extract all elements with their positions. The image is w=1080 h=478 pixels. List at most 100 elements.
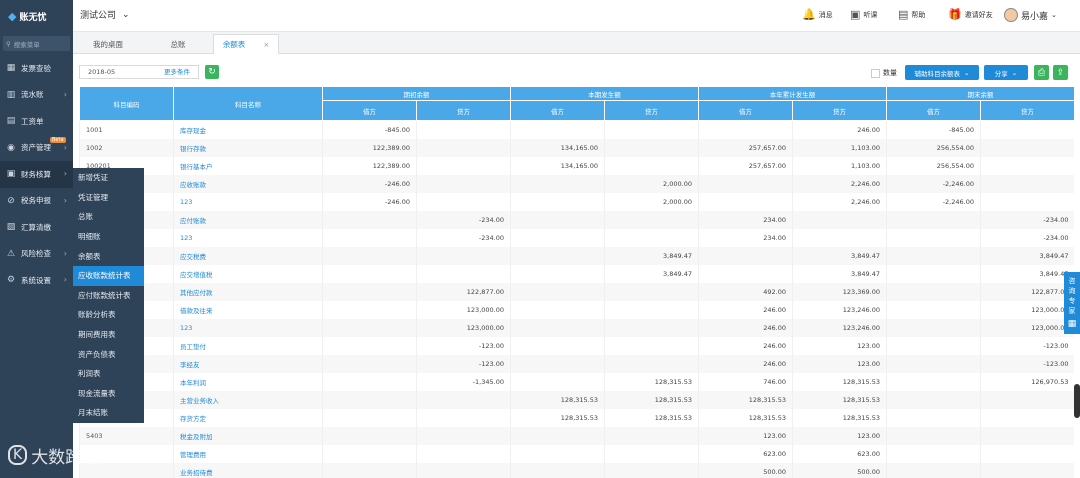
submenu-item[interactable]: 凭证管理 — [78, 192, 108, 202]
table-row[interactable]: 借款及往来 123,000.00 246.00 123,246.00 123,000.0… — [79, 300, 1074, 319]
account-name-cell[interactable]: 应交税费 — [173, 246, 323, 265]
sidebar-item-cashbook[interactable]: ▥ 流水账 › — [0, 82, 73, 109]
submenu-item[interactable]: 总账 — [78, 212, 93, 222]
account-name-cell[interactable]: 其他应付款 — [173, 282, 323, 301]
submenu-item[interactable]: 应付账款统计表 — [78, 290, 131, 300]
tab-desktop[interactable]: 我的桌面 — [73, 34, 143, 54]
table-row[interactable]: 123 -234.00 234.00 -234.00 — [79, 228, 1074, 247]
tab-balance-sheet[interactable]: 余额表 × — [213, 34, 279, 54]
print-button[interactable]: ⎙ — [1034, 65, 1049, 80]
menu-search-input[interactable]: ⚲ 搜索菜单 — [3, 36, 70, 51]
lessons-button[interactable]: ▣ 听课 — [850, 8, 877, 21]
more-conditions-link[interactable]: 更多条件 — [164, 68, 190, 76]
scroll-handle[interactable] — [1074, 384, 1080, 418]
submenu-item[interactable]: 月末结账 — [78, 408, 108, 418]
sidebar-item-accounting[interactable]: ▣ 财务核算 › — [0, 161, 73, 188]
opening-debit-cell — [322, 264, 417, 283]
qr-code-icon[interactable]: ▦ — [1067, 319, 1077, 329]
table-row[interactable]: 存货方定 128,315.53 128,315.53 128,315.53 128,31… — [79, 408, 1074, 427]
sidebar-item-settlement[interactable]: ▧ 汇算清缴 — [0, 214, 73, 241]
account-name-cell[interactable]: 税金及附加 — [173, 426, 323, 445]
account-name-cell[interactable]: 李经友 — [173, 354, 323, 373]
chevron-right-icon: › — [63, 248, 67, 258]
sidebar-item-payroll[interactable]: ▤ 工资单 — [0, 108, 73, 135]
closing-debit-cell — [886, 408, 981, 427]
submenu-item[interactable]: 期间费用表 — [78, 330, 116, 340]
account-name-cell[interactable]: 银行基本户 — [173, 156, 323, 175]
ytd-credit-cell: 3,849.47 — [792, 264, 887, 283]
tab-general-ledger[interactable]: 总账 — [143, 34, 213, 54]
submenu-item[interactable]: 明细账 — [78, 232, 101, 242]
submenu-item[interactable]: 资产负债表 — [78, 349, 116, 359]
submenu-item[interactable]: 余额表 — [78, 251, 101, 261]
sidebar-item-assets[interactable]: ◉ 资产管理 Beta › — [0, 135, 73, 162]
account-name-cell[interactable]: 123 — [173, 228, 323, 247]
table-row[interactable]: 1001 库存现金 -845.00 246.00 -845.00 — [79, 120, 1074, 139]
table-row[interactable]: 主营业务收入 128,315.53 128,315.53 128,315.53 128,… — [79, 390, 1074, 409]
table-row[interactable]: 应付账款 -234.00 234.00 -234.00 — [79, 210, 1074, 229]
table-row[interactable]: 123 -246.00 2,000.00 2,246.00 -2,246.00 — [79, 192, 1074, 211]
submenu-item[interactable]: 新增凭证 — [78, 173, 108, 183]
account-name-cell[interactable]: 存货方定 — [173, 408, 323, 427]
quantity-checkbox[interactable] — [871, 68, 880, 78]
table-row[interactable]: 应交税费 3,849.47 3,849.47 3,849.47 — [79, 246, 1074, 265]
table-row[interactable]: 管理费用 623.00 623.00 — [79, 444, 1074, 463]
user-menu[interactable]: 易小嘉 ⌄ — [1004, 8, 1057, 22]
opening-debit-cell — [322, 282, 417, 301]
opening-credit-cell: -234.00 — [416, 228, 511, 247]
account-name-cell[interactable]: 库存现金 — [173, 120, 323, 139]
column-header-debit: 借方 — [886, 100, 981, 121]
consult-expert-button[interactable]: 咨询专家 ▦ — [1064, 272, 1080, 334]
sidebar-item-risk[interactable]: ⚠ 风险检查 › — [0, 241, 73, 268]
account-name-cell[interactable]: 主营业务收入 — [173, 390, 323, 409]
quantity-toggle[interactable]: 数量 — [871, 68, 897, 78]
account-name-cell[interactable]: 123 — [173, 318, 323, 337]
table-row[interactable]: 员工垫付 -123.00 246.00 123.00 -123.00 — [79, 336, 1074, 355]
period-credit-cell — [604, 336, 699, 355]
account-name-cell[interactable]: 123 — [173, 192, 323, 211]
account-name-cell[interactable]: 应交增值税 — [173, 264, 323, 283]
sidebar-item-tax[interactable]: ⊘ 税务申报 › — [0, 188, 73, 215]
table-row[interactable]: 123 123,000.00 246.00 123,246.00 123,000.00 — [79, 318, 1074, 337]
table-row[interactable]: 其他应付款 122,877.00 492.00 123,369.00 122,877.0… — [79, 282, 1074, 301]
account-name-cell[interactable]: 银行存款 — [173, 138, 323, 157]
sidebar-item-settings[interactable]: ⚙ 系统设置 › — [0, 267, 73, 294]
closing-credit-cell: -234.00 — [980, 210, 1074, 229]
opening-debit-cell: 122,389.00 — [322, 138, 417, 157]
submenu-item[interactable]: 利润表 — [78, 369, 101, 379]
account-name-cell[interactable]: 本年利润 — [173, 372, 323, 391]
submenu-item[interactable]: 现金流量表 — [78, 388, 116, 398]
table-row[interactable]: 应交增值税 3,849.47 3,849.47 3,849.47 — [79, 264, 1074, 283]
messages-button[interactable]: 🔔 消息 — [802, 8, 833, 21]
invite-button[interactable]: 🎁 邀请好友 — [948, 8, 993, 21]
table-row[interactable]: 李经友 -123.00 246.00 123.00 -123.00 — [79, 354, 1074, 373]
share-button[interactable]: 分享 ⌄ — [984, 65, 1028, 80]
account-code-cell — [79, 462, 174, 478]
sidebar-item-invoice-check[interactable]: ▦ 发票查验 — [0, 55, 73, 82]
account-name-cell[interactable]: 借款及往来 — [173, 300, 323, 319]
table-row[interactable]: 5403 税金及附加 123.00 123.00 — [79, 426, 1074, 445]
account-name-cell[interactable]: 应付账款 — [173, 210, 323, 229]
help-button[interactable]: ▤ 帮助 — [898, 8, 925, 21]
account-name-cell[interactable]: 员工垫付 — [173, 336, 323, 355]
table-row[interactable]: 业务招待费 500.00 500.00 — [79, 462, 1074, 478]
period-input[interactable]: 2018-05 更多条件 — [79, 65, 199, 79]
opening-debit-cell — [322, 408, 417, 427]
ytd-debit-cell: 128,315.53 — [698, 390, 793, 409]
table-row[interactable]: 1002 银行存款 122,389.00 134,165.00 257,657.00 1,… — [79, 138, 1074, 157]
account-name-cell[interactable]: 应收账款 — [173, 174, 323, 193]
submenu-item-active[interactable]: 应收账款统计表 — [73, 265, 144, 286]
ytd-debit-cell: 246.00 — [698, 336, 793, 355]
aux-balance-button[interactable]: 辅助科目余额表 ⌄ — [905, 65, 979, 80]
table-row[interactable]: 100201 银行基本户 122,389.00 134,165.00 257,657.0… — [79, 156, 1074, 175]
account-name-cell[interactable]: 业务招待费 — [173, 462, 323, 478]
account-name-cell[interactable]: 管理费用 — [173, 444, 323, 463]
table-row[interactable]: 本年利润 -1,345.00 128,315.53 746.00 128,315.53 1… — [79, 372, 1074, 391]
refresh-button[interactable]: ↻ — [205, 65, 219, 79]
close-icon[interactable]: × — [263, 40, 270, 49]
export-button[interactable]: ⇪ — [1053, 65, 1068, 80]
app-logo[interactable]: ◆ 账无忧 — [0, 0, 73, 32]
submenu-item[interactable]: 账龄分析表 — [78, 310, 116, 320]
company-switcher[interactable]: 测试公司 ⌄ — [80, 8, 130, 22]
table-row[interactable]: 应收账款 -246.00 2,000.00 2,246.00 -2,246.00 — [79, 174, 1074, 193]
